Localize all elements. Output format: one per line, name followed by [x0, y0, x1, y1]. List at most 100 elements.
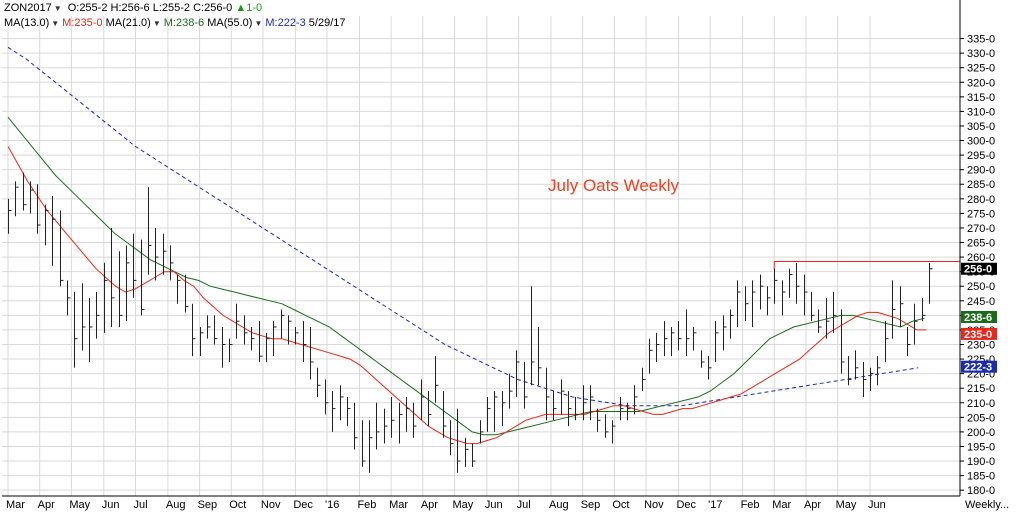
ohlc-bar: [435, 356, 439, 403]
y-tick-label: 285-0: [967, 179, 995, 191]
close-label: C:: [193, 2, 205, 14]
ohlc-bar: [222, 327, 226, 368]
y-tick-label: 335-0: [967, 34, 995, 46]
y-tick-label: 290-0: [967, 165, 995, 177]
open-label: O:: [67, 2, 80, 14]
ohlc-bar: [244, 315, 248, 345]
x-tick-label: Aug: [166, 499, 186, 511]
x-tick-label: Feb: [357, 499, 376, 511]
y-tick-label: 185-0: [967, 471, 995, 483]
ohlc-bar: [605, 414, 609, 438]
ma13-label[interactable]: MA(13.0): [4, 17, 50, 29]
ohlc-bar: [502, 391, 506, 427]
ohlc-bar: [155, 227, 159, 281]
y-tick-label: 300-0: [967, 136, 995, 148]
ohlc-bar: [583, 385, 587, 421]
x-tick-label: Nov: [261, 499, 281, 511]
price-tag-label: 238-6: [964, 312, 992, 324]
x-tick-label: Oct: [229, 499, 246, 511]
x-tick-label: Sep: [581, 499, 601, 511]
price-tag-bg: [961, 360, 997, 373]
ohlc-bar: [354, 402, 358, 450]
ohlc-bar: [37, 184, 41, 234]
ohlc-bar: [15, 181, 19, 217]
y-tick-label: 325-0: [967, 63, 995, 75]
caret-down-icon[interactable]: ▼: [254, 19, 263, 28]
ohlc-bar: [516, 350, 520, 397]
caret-down-icon[interactable]: ▼: [152, 19, 161, 28]
ohlc-bar: [796, 262, 800, 304]
x-tick-label: Dec: [676, 499, 696, 511]
ohlc-bar: [494, 391, 498, 432]
ohlc-bar: [126, 245, 130, 322]
x-tick-label: Mar: [772, 499, 791, 511]
ohlc-bar: [8, 198, 12, 234]
change-value: 1-0: [246, 2, 263, 14]
ohlc-bar: [826, 297, 830, 339]
close-value: 256-0: [204, 2, 233, 14]
ohlc-bar: [332, 391, 336, 432]
ohlc-bar: [273, 321, 277, 357]
ohlc-bar: [767, 286, 771, 316]
ohlc-bar: [82, 283, 86, 351]
high-value: 256-6: [121, 2, 150, 14]
low-label: L:: [152, 2, 162, 14]
y-tick-label: 330-0: [967, 48, 995, 60]
x-tick-label: Dec: [293, 499, 313, 511]
ohlc-bar: [465, 437, 469, 467]
caret-down-icon[interactable]: ▼: [53, 4, 62, 13]
ohlc-bar: [391, 396, 395, 438]
x-tick-label: Apr: [38, 499, 55, 511]
ohlc-bar: [362, 420, 366, 467]
ohlc-bar: [686, 309, 690, 357]
grid: [2, 16, 960, 496]
caret-down-icon[interactable]: ▼: [51, 19, 60, 28]
ohlc-bar: [907, 327, 911, 357]
y-tick-label: 275-0: [967, 208, 995, 220]
ohlc-bar: [340, 385, 344, 421]
x-tick-label: May: [836, 499, 857, 511]
ohlc-bar: [531, 286, 535, 386]
x-tick-label: May: [453, 499, 474, 511]
ma55-series: [7, 46, 919, 407]
y-tick-label: 180-0: [967, 485, 995, 497]
ohlc-bar: [472, 443, 476, 467]
ma55-label[interactable]: MA(55.0): [207, 17, 253, 29]
y-tick-label: 245-0: [967, 296, 995, 308]
ohlc-bar: [634, 385, 638, 415]
ohlc-bar: [74, 292, 78, 368]
ohlc-bar: [384, 408, 388, 444]
ohlc-bar: [303, 321, 307, 362]
ohlc-bar: [693, 327, 697, 351]
ohlc-bar: [701, 350, 705, 368]
ohlc-bar: [649, 338, 653, 374]
ma21-series: [7, 116, 925, 436]
ohlc-bar: [553, 391, 557, 421]
quote-header: ZON2017 ▼ O:255-2 H:256-6 L:255-2 C:256-0…: [4, 2, 262, 14]
ma55-value: M:222-3: [265, 17, 306, 29]
ohlc-bar: [413, 402, 417, 438]
ohlc-bar: [207, 315, 211, 339]
ohlc-bar: [730, 309, 734, 339]
ohlc-bar: [192, 303, 196, 357]
ohlc-bar: [612, 420, 616, 444]
ohlc-bar: [671, 327, 675, 357]
ohlc-bar: [30, 181, 34, 214]
ohlc-bar: [480, 420, 484, 444]
ohlc-bar: [708, 356, 712, 380]
y-tick-label: 280-0: [967, 194, 995, 206]
ohlc-bar: [848, 356, 852, 386]
ohlc-bar: [877, 356, 881, 386]
ohlc-bar: [406, 396, 410, 432]
ma13-line: [7, 146, 927, 445]
ohlc-bar: [281, 309, 285, 339]
ohlc-bar: [863, 361, 867, 397]
x-tick-label: Jul: [133, 499, 147, 511]
symbol-label[interactable]: ZON2017: [4, 2, 52, 14]
y-tick-label: 200-0: [967, 427, 995, 439]
ohlc-bar: [376, 402, 380, 450]
price-tag-label: 256-0: [964, 264, 992, 276]
x-tick-label: Apr: [804, 499, 821, 511]
ohlc-bar: [45, 204, 49, 246]
ma21-label[interactable]: MA(21.0): [105, 17, 151, 29]
